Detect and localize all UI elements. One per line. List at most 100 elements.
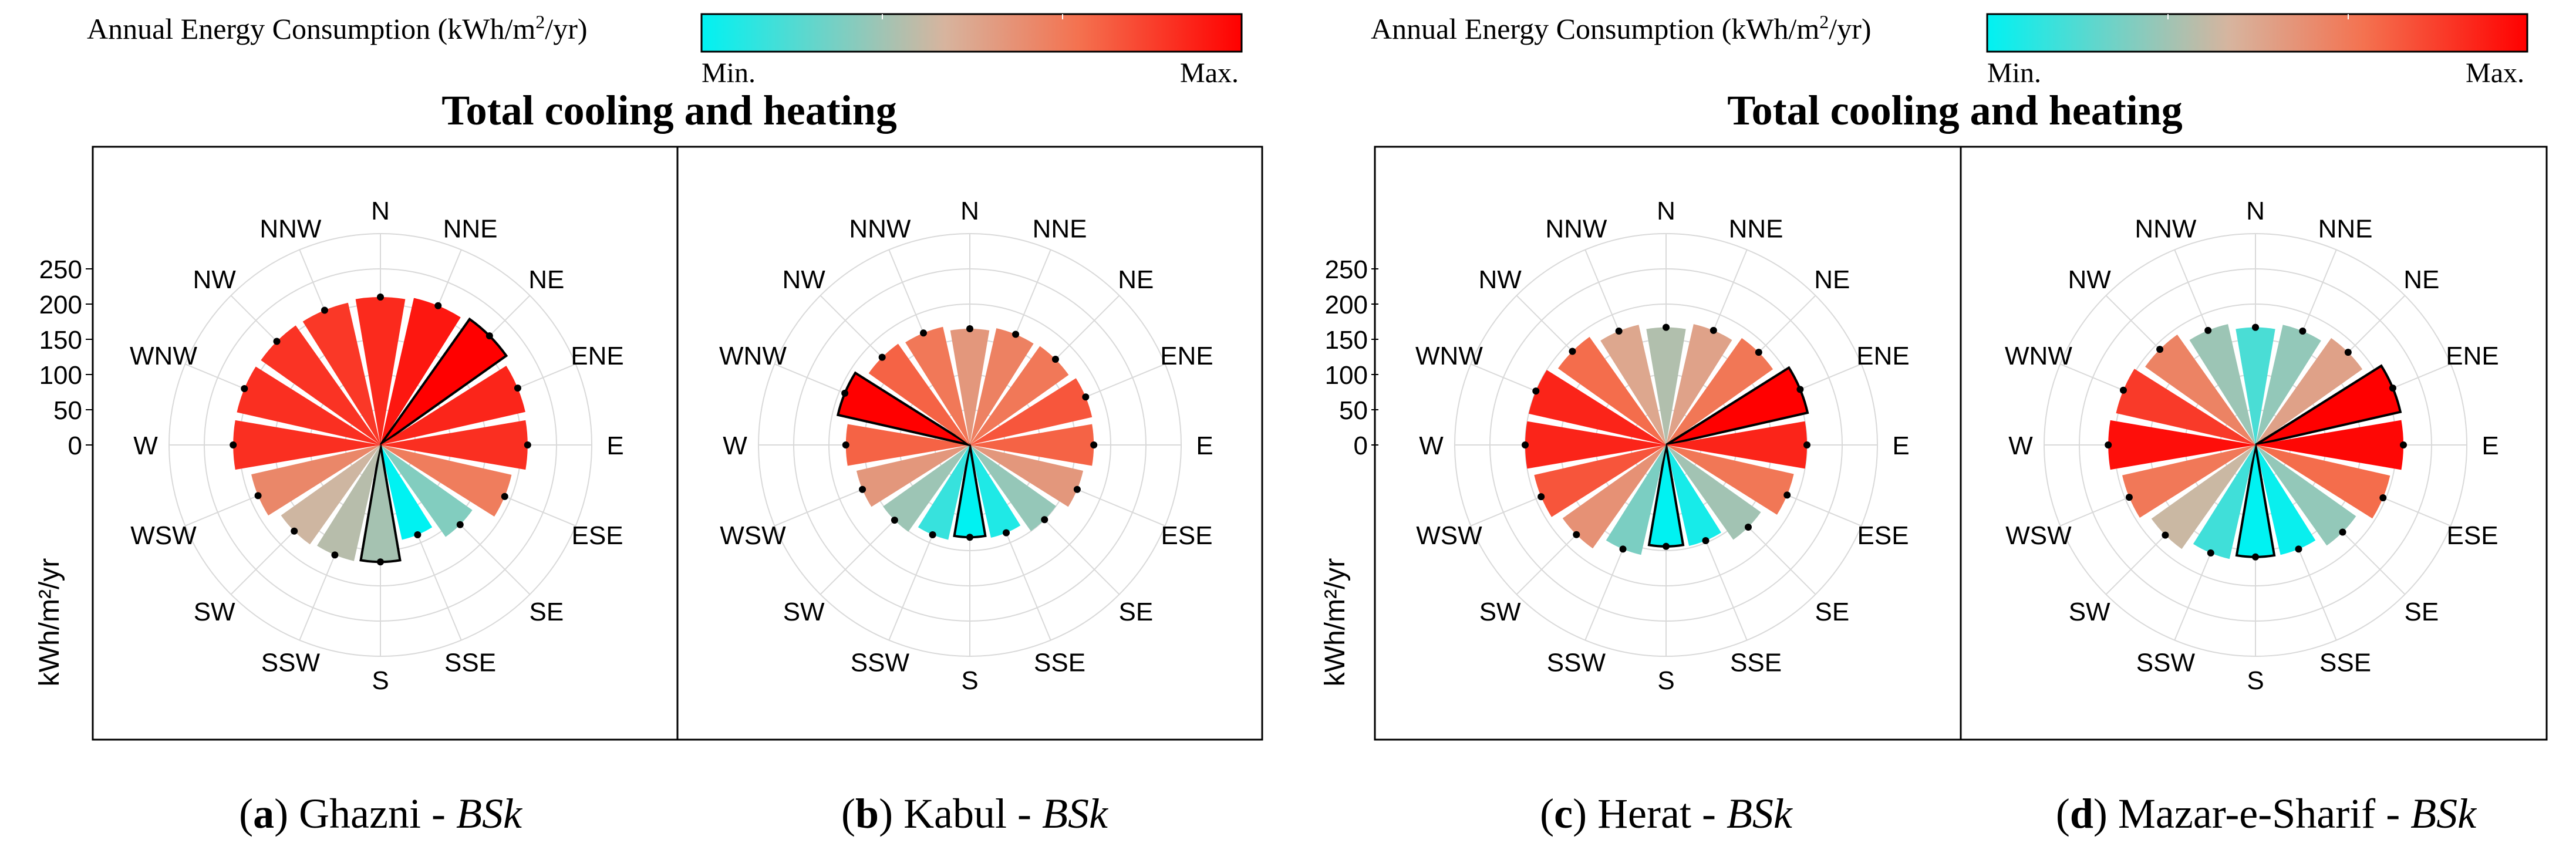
- bar-sw: [1562, 445, 1666, 549]
- direction-label-wnw: WNW: [719, 342, 787, 370]
- colorbar: [1986, 13, 2528, 53]
- direction-label-w: W: [2008, 431, 2033, 460]
- panel-title-2: Total cooling and heating: [1727, 87, 2183, 134]
- radial-tick-label: 0: [68, 431, 82, 460]
- direction-label-sw: SW: [783, 598, 825, 626]
- direction-label-se: SE: [529, 598, 564, 626]
- value-dot-ne: [485, 332, 493, 340]
- direction-label-sse: SSE: [1034, 649, 1085, 677]
- radial-tick-label: 50: [1339, 396, 1368, 425]
- bar-wsw: [251, 445, 380, 516]
- direction-label-ene: ENE: [571, 342, 623, 370]
- bar-wnw: [237, 366, 380, 445]
- bar-nnw: [2189, 324, 2255, 445]
- value-dot-se: [1041, 516, 1048, 524]
- direction-label-wsw: WSW: [1416, 521, 1482, 550]
- bar-e: [380, 420, 528, 470]
- direction-label-ene: ENE: [1856, 342, 1909, 370]
- value-dot-wnw: [2119, 386, 2127, 394]
- value-dot-nnw: [920, 329, 928, 337]
- bar-se: [1666, 445, 1761, 540]
- value-dot-wsw: [2125, 494, 2133, 501]
- value-dot-nw: [273, 338, 281, 345]
- bar-n: [355, 297, 406, 445]
- bar-n: [2236, 327, 2275, 445]
- bar-ese: [1666, 445, 1794, 515]
- bar-sse: [1666, 445, 1721, 546]
- value-dot-sw: [291, 527, 298, 535]
- value-dot-w: [1522, 441, 1529, 448]
- bar-e: [970, 424, 1094, 466]
- bar-nnw: [302, 302, 380, 445]
- direction-label-n: N: [2246, 197, 2265, 225]
- direction-label-nne: NNE: [1033, 214, 1087, 243]
- bar-ese: [970, 445, 1084, 507]
- caption-a: (a) Ghazni - BSk: [239, 790, 523, 837]
- bar-w: [233, 420, 380, 470]
- value-dot-s: [1663, 542, 1670, 550]
- direction-label-ssw: SSW: [851, 649, 910, 677]
- bar-ese: [2255, 445, 2390, 519]
- value-dot-nnw: [2204, 326, 2212, 334]
- radial-tick-label: 250: [39, 255, 82, 284]
- value-dot-ssw: [1619, 545, 1627, 553]
- value-dot-s: [966, 534, 973, 541]
- bar-nnw: [1600, 325, 1666, 445]
- value-dot-nw: [1569, 348, 1576, 355]
- direction-label-ne: NE: [528, 265, 564, 294]
- direction-label-ese: ESE: [1857, 521, 1909, 550]
- bar-sw: [883, 445, 970, 532]
- direction-label-s: S: [961, 666, 978, 695]
- bar-ssw: [918, 445, 970, 540]
- bar-nne: [970, 328, 1034, 445]
- bar-w: [1525, 421, 1666, 469]
- bar-sse: [2255, 445, 2316, 555]
- direction-label-nne: NNE: [2318, 214, 2373, 243]
- value-dot-nw: [2156, 346, 2164, 353]
- value-dot-ne: [2344, 349, 2352, 356]
- radial-tick-labels-1: 0 50 100 150 200 250: [39, 255, 93, 460]
- bar-n: [950, 329, 990, 445]
- direction-label-e: E: [2481, 431, 2499, 460]
- value-dot-ssw: [331, 551, 339, 559]
- radial-tick-labels-2: 0 50 100 150 200 250: [1325, 255, 1378, 460]
- bar-nne: [1666, 324, 1732, 445]
- bar-se: [2255, 445, 2356, 546]
- bar-nw: [2145, 335, 2255, 445]
- bar-se: [970, 445, 1056, 531]
- value-dot-ese: [501, 493, 508, 500]
- value-dot-sse: [2295, 545, 2302, 553]
- value-dot-ene: [514, 384, 521, 392]
- value-dot-n: [1663, 323, 1670, 331]
- direction-label-sse: SSE: [1730, 649, 1782, 677]
- bar-se: [380, 445, 473, 537]
- radial-tick-label: 100: [1325, 361, 1368, 390]
- bar-wsw: [1534, 445, 1666, 517]
- legend-1: Annual Energy Consumption (kWh/m2/yr) Mi…: [87, 11, 1243, 89]
- bar-ne: [970, 346, 1069, 445]
- caption-d: (d) Mazar-e-Sharif - BSk: [2056, 790, 2477, 837]
- direction-label-sw: SW: [2069, 598, 2110, 626]
- colorbar-min-label: Min.: [702, 58, 756, 89]
- value-dot-e: [1090, 441, 1098, 448]
- direction-label-ssw: SSW: [2136, 649, 2196, 677]
- direction-label-wsw: WSW: [2005, 521, 2072, 550]
- colorbar-max-label: Max.: [2466, 58, 2524, 89]
- polar-chart-mazar-e-sharif: N NNE NE ENE E ESE SE SSE S SSW SW WSW W WNW NW NNW: [2005, 197, 2499, 695]
- radial-tick-label: 200: [1325, 291, 1368, 319]
- value-dot-wnw: [1532, 387, 1540, 395]
- value-dot-wsw: [859, 485, 866, 493]
- bar-nnw: [905, 326, 970, 445]
- direction-label-n: N: [960, 197, 979, 225]
- bar-ne: [1666, 338, 1773, 445]
- bar-nw: [868, 343, 970, 445]
- polar-chart-herat: N NNE NE ENE E ESE SE SSE S SSW SW WSW W WNW NW NNW: [1415, 197, 1910, 695]
- bar-wsw: [856, 445, 970, 507]
- colorbar-min-label: Min.: [1987, 58, 2041, 89]
- bar-n: [1646, 327, 1686, 445]
- bar-sse: [970, 445, 1021, 538]
- value-dot-e: [524, 441, 531, 448]
- value-dot-w: [2105, 441, 2112, 448]
- value-dot-s: [2252, 553, 2259, 561]
